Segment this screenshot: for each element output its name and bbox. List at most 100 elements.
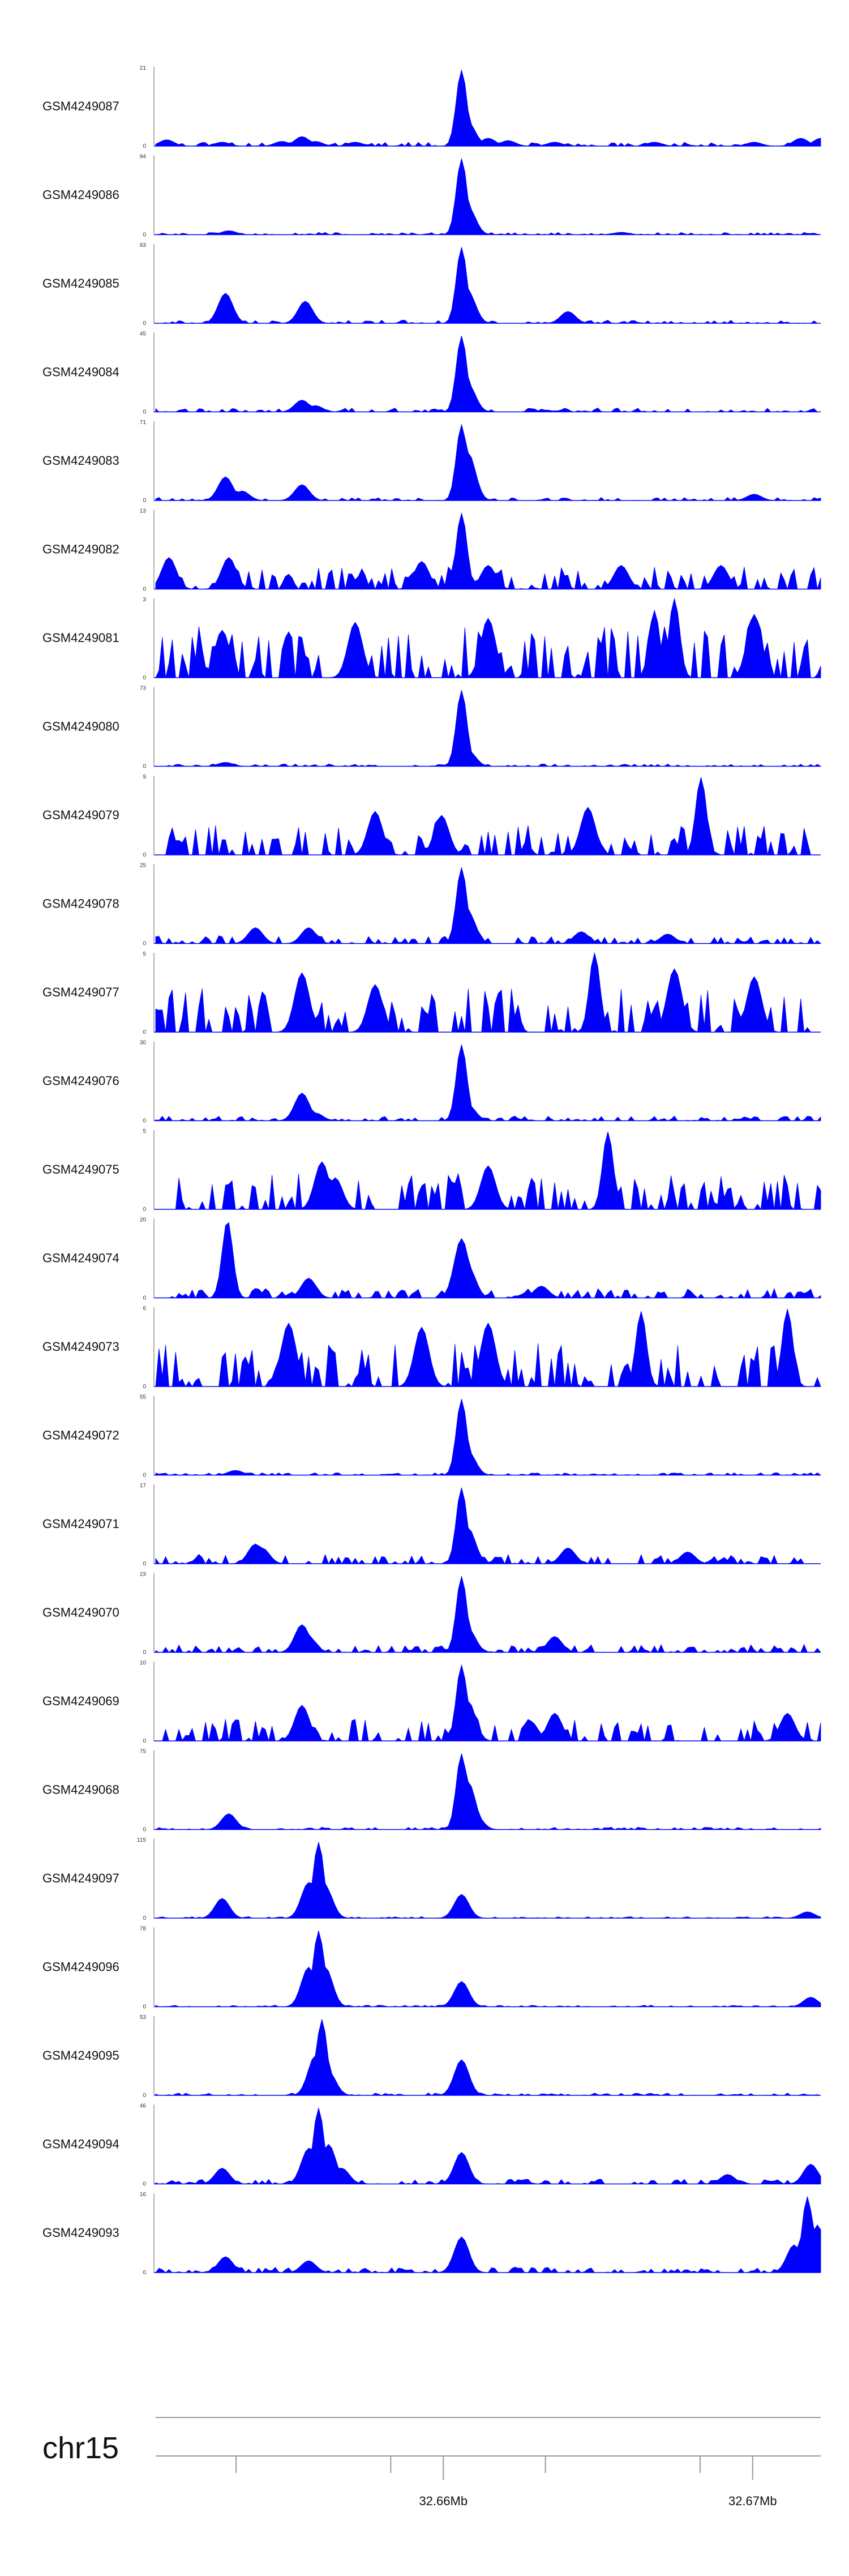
track-gsm4249078: GSM4249078 25 0 bbox=[42, 863, 822, 947]
track-sample-label: GSM4249071 bbox=[42, 1517, 119, 1531]
track-ymax-label: 75 bbox=[140, 1749, 147, 1755]
track-ymin-label: 0 bbox=[143, 1206, 146, 1213]
track-coverage-area bbox=[156, 1222, 821, 1299]
track-ymax-label: 45 bbox=[140, 331, 147, 337]
track-sample-label: GSM4249086 bbox=[42, 188, 119, 202]
track-gsm4249080: GSM4249080 73 0 bbox=[42, 686, 822, 770]
track-gsm4249095: GSM4249095 53 0 bbox=[42, 2014, 821, 2099]
track-sample-label: GSM4249074 bbox=[42, 1251, 119, 1265]
track-gsm4249085: GSM4249085 63 0 bbox=[42, 242, 821, 327]
track-ymax-label: 3 bbox=[143, 597, 146, 603]
track-ymax-label: 55 bbox=[140, 1394, 147, 1401]
track-coverage-area bbox=[156, 247, 821, 324]
track-gsm4249093: GSM4249093 16 0 bbox=[42, 2192, 821, 2276]
track-coverage-area bbox=[156, 1131, 821, 1210]
track-ymax-label: 9 bbox=[143, 774, 146, 780]
track-coverage-area bbox=[155, 70, 821, 147]
track-sample-label: GSM4249084 bbox=[42, 365, 119, 379]
track-ymin-label: 0 bbox=[143, 1561, 146, 1567]
track-coverage-area bbox=[155, 1576, 821, 1653]
track-gsm4249081: GSM4249081 3 0 bbox=[42, 597, 821, 681]
track-gsm4249069: GSM4249069 10 0 bbox=[42, 1660, 821, 1744]
track-coverage-area bbox=[155, 1308, 821, 1388]
track-gsm4249074: GSM4249074 20 0 bbox=[42, 1217, 821, 1302]
track-ymin-label: 0 bbox=[143, 941, 146, 947]
track-ymax-label: 53 bbox=[140, 2014, 147, 2021]
track-gsm4249086: GSM4249086 94 0 bbox=[42, 154, 821, 238]
track-ymax-label: 30 bbox=[140, 1040, 147, 1046]
track-ymax-label: 5 bbox=[143, 1128, 146, 1135]
track-sample-label: GSM4249083 bbox=[42, 453, 119, 468]
track-ymax-label: 5 bbox=[143, 951, 146, 957]
track-sample-label: GSM4249078 bbox=[42, 897, 119, 911]
track-coverage-area bbox=[156, 690, 822, 767]
track-ymax-label: 94 bbox=[140, 154, 147, 160]
track-ymin-label: 0 bbox=[143, 1118, 146, 1124]
track-sample-label: GSM4249097 bbox=[42, 1871, 119, 1885]
track-ymin-label: 0 bbox=[143, 852, 146, 858]
track-ymax-label: 10 bbox=[140, 1660, 147, 1666]
track-gsm4249082: GSM4249082 13 0 bbox=[42, 508, 821, 593]
track-coverage-area bbox=[155, 2196, 821, 2273]
track-ymax-label: 13 bbox=[140, 508, 147, 515]
track-coverage-area bbox=[155, 598, 821, 679]
track-ymax-label: 23 bbox=[140, 1572, 147, 1578]
track-sample-label: GSM4249094 bbox=[42, 2137, 119, 2151]
track-ymin-label: 0 bbox=[143, 1473, 146, 1479]
track-sample-label: GSM4249073 bbox=[42, 1340, 119, 1354]
track-coverage-area bbox=[155, 2108, 821, 2185]
track-ymin-label: 0 bbox=[143, 587, 146, 593]
track-gsm4249073: GSM4249073 6 0 bbox=[42, 1306, 821, 1390]
track-ymax-label: 25 bbox=[140, 863, 147, 869]
track-ymax-label: 63 bbox=[140, 242, 147, 249]
track-ymin-label: 0 bbox=[143, 2004, 146, 2010]
track-ymax-label: 20 bbox=[140, 1217, 147, 1223]
track-gsm4249079: GSM4249079 9 0 bbox=[42, 774, 821, 858]
track-sample-label: GSM4249085 bbox=[42, 276, 119, 290]
track-sample-label: GSM4249076 bbox=[42, 1074, 119, 1088]
track-coverage-area bbox=[155, 952, 821, 1033]
track-ymin-label: 0 bbox=[143, 2181, 146, 2188]
track-coverage-area bbox=[155, 1753, 821, 1830]
track-ymin-label: 0 bbox=[143, 2270, 146, 2276]
track-coverage-area bbox=[156, 777, 821, 855]
track-gsm4249094: GSM4249094 46 0 bbox=[42, 2103, 821, 2188]
track-sample-label: GSM4249081 bbox=[42, 631, 119, 645]
track-ymax-label: 17 bbox=[140, 1483, 147, 1489]
track-coverage-area bbox=[155, 336, 821, 412]
track-ymin-label: 0 bbox=[143, 764, 146, 770]
track-gsm4249096: GSM4249096 78 0 bbox=[42, 1926, 821, 2010]
track-gsm4249075: GSM4249075 5 0 bbox=[42, 1128, 821, 1213]
track-ymin-label: 0 bbox=[143, 1384, 146, 1390]
track-coverage-area bbox=[155, 1931, 821, 2007]
track-ymax-label: 78 bbox=[140, 1926, 147, 1932]
track-ymin-label: 0 bbox=[143, 143, 146, 149]
track-ymin-label: 0 bbox=[143, 1827, 146, 1833]
track-coverage-area bbox=[155, 513, 821, 590]
track-gsm4249077: GSM4249077 5 0 bbox=[42, 951, 821, 1035]
track-ymax-label: 115 bbox=[137, 1837, 146, 1843]
track-coverage-area bbox=[155, 1045, 821, 1122]
track-ymax-label: 46 bbox=[140, 2103, 147, 2109]
axis-position-label: 32.67Mb bbox=[728, 2494, 777, 2508]
track-sample-label: GSM4249080 bbox=[42, 720, 119, 734]
track-ymax-label: 16 bbox=[140, 2192, 147, 2198]
track-sample-label: GSM4249068 bbox=[42, 1783, 119, 1797]
track-list: GSM4249087210GSM4249086940GSM4249085630G… bbox=[42, 65, 822, 2276]
chromosome-label: chr15 bbox=[42, 2431, 119, 2465]
track-coverage-area bbox=[155, 424, 821, 501]
track-gsm4249083: GSM4249083 71 0 bbox=[42, 420, 821, 504]
track-sample-label: GSM4249096 bbox=[42, 1960, 119, 1974]
track-gsm4249097: GSM4249097 115 0 bbox=[42, 1837, 821, 1922]
track-sample-label: GSM4249077 bbox=[42, 985, 119, 999]
track-gsm4249071: GSM4249071 17 0 bbox=[42, 1483, 821, 1567]
track-sample-label: GSM4249093 bbox=[42, 2226, 119, 2240]
track-gsm4249084: GSM4249084 45 0 bbox=[42, 331, 821, 416]
track-ymin-label: 0 bbox=[143, 1029, 146, 1035]
track-gsm4249087: GSM4249087 21 0 bbox=[42, 65, 821, 149]
track-coverage-area bbox=[155, 1842, 821, 1919]
track-ymin-label: 0 bbox=[143, 498, 146, 504]
track-coverage-area bbox=[155, 1399, 822, 1475]
track-sample-label: GSM4249069 bbox=[42, 1694, 119, 1708]
